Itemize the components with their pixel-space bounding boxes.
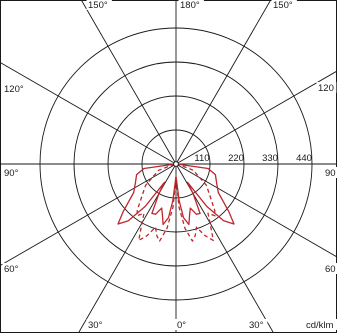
radial-tick-label-440: 440 bbox=[296, 153, 312, 164]
radial-tick-label-220: 220 bbox=[228, 153, 244, 164]
angle-label-150-right: 150° bbox=[273, 0, 293, 11]
angle-label-150-left: 150° bbox=[88, 0, 108, 11]
polar-center-marker bbox=[174, 162, 179, 167]
radial-tick-label-330: 330 bbox=[262, 153, 278, 164]
angle-label-30-left: 30° bbox=[88, 320, 103, 331]
angle-label-120-right: 120 bbox=[318, 83, 334, 94]
angle-label-30-right: 30° bbox=[249, 320, 264, 331]
spoke-150 bbox=[176, 0, 271, 164]
spoke-120 bbox=[176, 71, 337, 164]
spoke-300 bbox=[0, 164, 176, 266]
angle-label-90-left: 90° bbox=[4, 168, 19, 179]
angle-label-120-left: 120° bbox=[4, 84, 24, 95]
angle-label-90-right: 90 bbox=[325, 168, 336, 179]
angle-label-60-left: 60° bbox=[4, 264, 19, 275]
spoke-210 bbox=[81, 0, 176, 164]
angle-label-60-right: 60 bbox=[325, 264, 336, 275]
unit-label: cd/klm bbox=[306, 320, 334, 331]
radial-tick-label-110: 110 bbox=[194, 153, 209, 164]
spoke-240 bbox=[0, 62, 176, 164]
angle-label-0: 0° bbox=[177, 320, 186, 331]
angle-label-180: 180° bbox=[180, 0, 200, 11]
